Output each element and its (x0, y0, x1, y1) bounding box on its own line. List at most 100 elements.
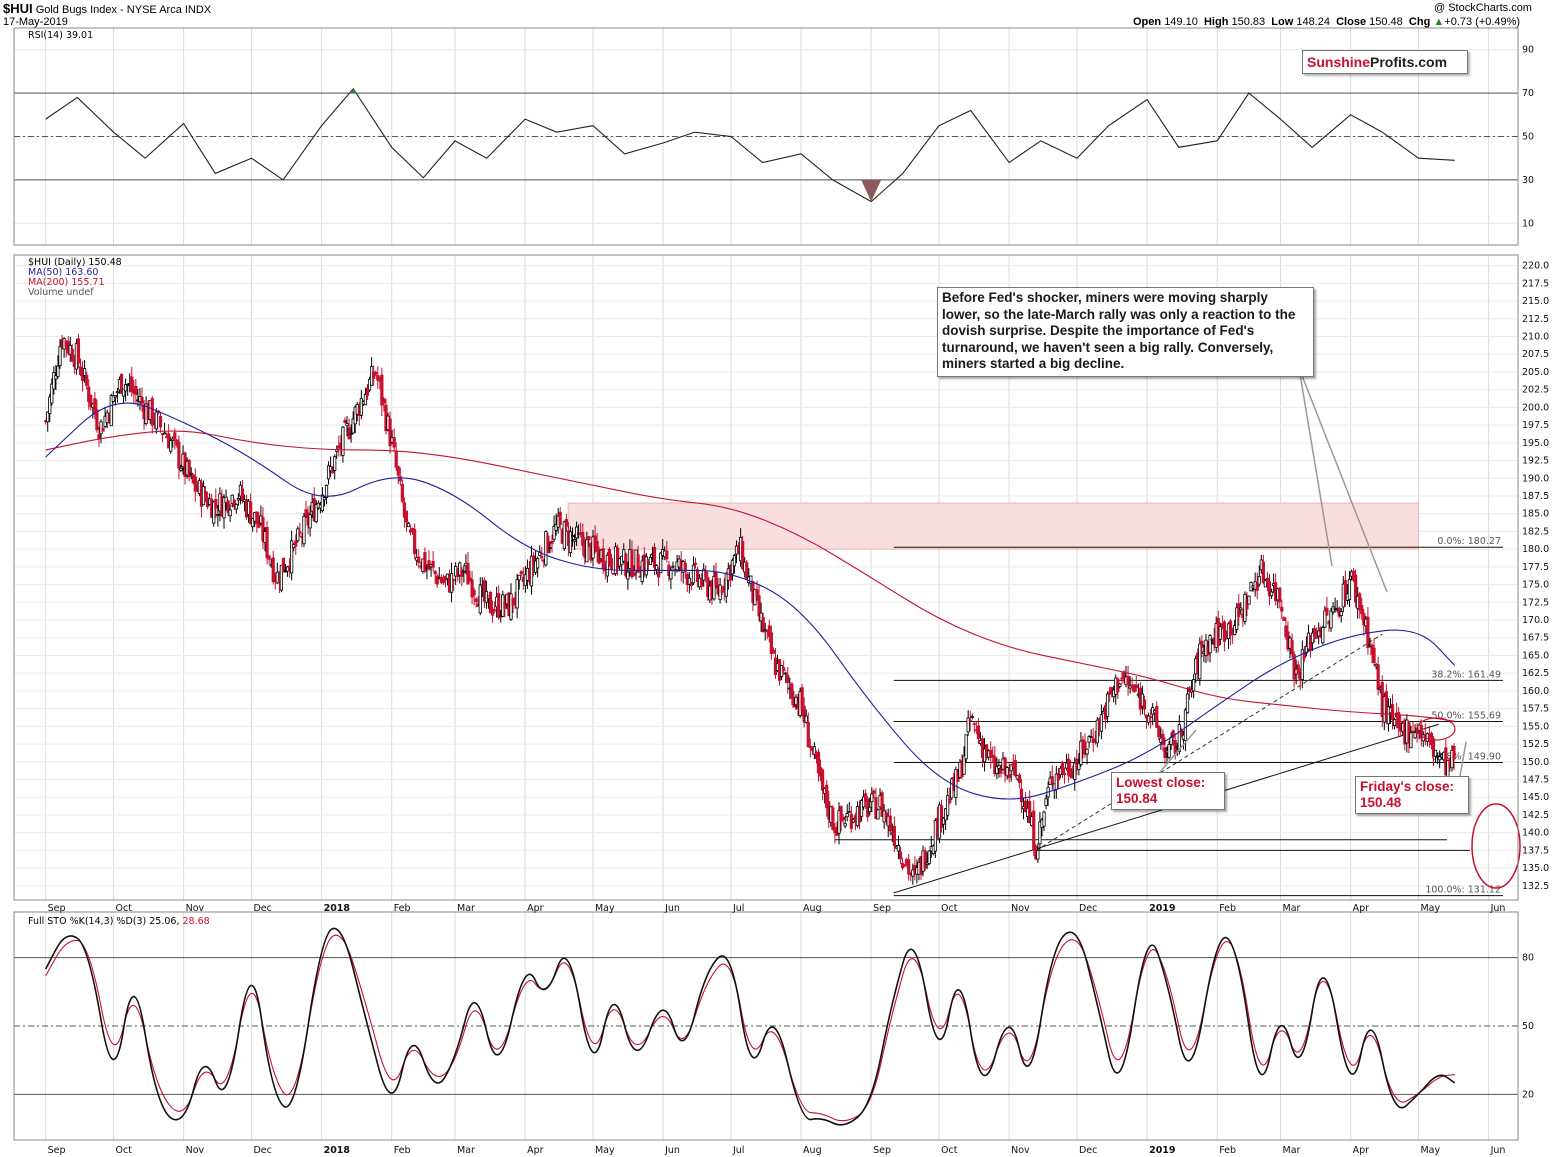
candle-body (782, 667, 786, 671)
candle-body (802, 705, 806, 723)
candle-body (365, 387, 370, 396)
ma200-legend: MA(200) 155.71 (28, 277, 105, 288)
x-tick-label: May (1420, 903, 1440, 914)
candle-body (968, 719, 972, 722)
candle-body (251, 518, 255, 528)
candle-body (581, 532, 585, 546)
candle-body (402, 502, 407, 518)
price-y-tick: 205.0 (1522, 367, 1549, 378)
price-y-tick: 202.5 (1522, 385, 1549, 396)
friday-close-value: 150.48 (1360, 795, 1402, 810)
candle-body (169, 440, 173, 452)
rsi-y-tick: 50 (1522, 132, 1534, 143)
candle-body (275, 571, 279, 584)
price-y-tick: 192.5 (1522, 456, 1549, 467)
ma200-line (45, 430, 1455, 722)
candle-body (394, 451, 398, 468)
candle-body (1390, 704, 1395, 721)
candle-body (1079, 740, 1083, 765)
candle-body (761, 617, 765, 633)
candle-body (423, 552, 427, 572)
candle-body (1409, 732, 1413, 749)
candle-body (281, 557, 286, 573)
x-tick-label: May (595, 903, 615, 914)
candle-body (515, 578, 519, 609)
candle-body (1157, 725, 1161, 738)
candle-body (552, 525, 556, 540)
candle-body (1028, 801, 1032, 824)
x-tick-label: May (1420, 1145, 1440, 1156)
candle-body (755, 589, 759, 597)
price-y-tick: 180.0 (1522, 544, 1549, 555)
candle-body (1433, 749, 1438, 757)
x-tick-label: Jun (664, 1145, 680, 1156)
candle-body (341, 426, 345, 456)
ticker-symbol: $HUI (3, 1, 33, 16)
legends: RSI(14) 39.01 $HUI (Daily) 150.48 MA(50)… (28, 30, 210, 927)
candle-body (83, 368, 87, 376)
candle-body (946, 795, 950, 816)
candle-body (417, 556, 421, 563)
candle-body (279, 564, 284, 591)
candle-body (497, 593, 501, 618)
candle-body (1419, 724, 1423, 739)
candle-body (1087, 736, 1091, 743)
candle-body (972, 723, 976, 726)
x-tick-label: Apr (527, 903, 544, 914)
candle-body (134, 385, 138, 395)
candle-body (1183, 709, 1188, 741)
rsi-y-tick: 30 (1522, 175, 1534, 186)
close-label: Close (1336, 16, 1367, 28)
candle-body (993, 756, 997, 775)
low-label: Low (1271, 16, 1294, 28)
candle-body (1077, 762, 1081, 770)
candle-body (966, 717, 970, 733)
candle-body (490, 608, 495, 616)
candle-body (657, 571, 661, 578)
candle-body (232, 499, 236, 507)
candle-body (1347, 578, 1352, 601)
price-y-tick: 172.5 (1522, 597, 1549, 608)
x-tick-label: Feb (1219, 903, 1236, 914)
candle-body (970, 716, 974, 718)
price-y-tick: 197.5 (1522, 420, 1549, 431)
candle-body (48, 396, 52, 414)
candle-body (1036, 849, 1040, 860)
candle-body (216, 514, 220, 516)
candle-body (400, 484, 404, 502)
candle-body (462, 570, 466, 573)
price-y-tick: 187.5 (1522, 491, 1549, 502)
candle-body (1228, 620, 1233, 636)
candle-body (255, 511, 259, 525)
candle-body (1038, 821, 1042, 845)
candle-body (449, 573, 454, 593)
price-y-tick: 160.0 (1522, 686, 1549, 697)
candle-body (862, 796, 866, 808)
candle-body (712, 576, 716, 600)
candle-body (714, 572, 718, 586)
rsi-y-tick: 90 (1522, 45, 1534, 56)
price-y-tick: 155.0 (1522, 721, 1549, 732)
candle-body (158, 415, 163, 428)
candle-body (1023, 800, 1028, 813)
candle-body (50, 383, 54, 404)
candle-body (1089, 736, 1093, 739)
candle-body (1397, 712, 1401, 729)
fib-label: 0.0%: 180.27 (1437, 536, 1501, 547)
fib-label: 50.0%: 155.69 (1431, 710, 1501, 721)
price-y-tick: 167.5 (1522, 633, 1549, 644)
sunshine-profits-logo: SunshineProfits.com (1302, 50, 1468, 74)
candle-body (95, 409, 99, 431)
candle-body (343, 419, 347, 424)
candle-body (212, 501, 216, 524)
candle-body (187, 459, 191, 478)
candle-body (1376, 664, 1380, 690)
candle-body (644, 556, 648, 576)
price-y-tick: 185.0 (1522, 509, 1549, 520)
candle-body (236, 498, 240, 501)
candle-body (999, 768, 1003, 774)
candle-body (1278, 587, 1282, 603)
candle-body (888, 815, 892, 832)
candle-body (892, 825, 896, 846)
